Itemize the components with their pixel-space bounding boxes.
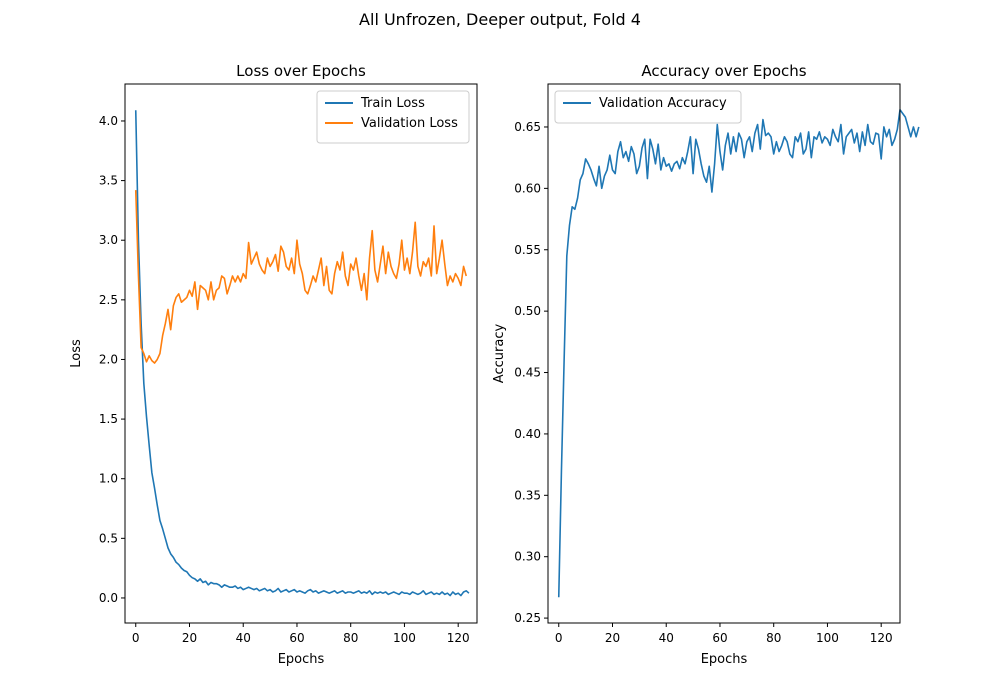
chart2-axes-frame [547, 83, 901, 624]
chart1-xtick-label: 120 [447, 631, 470, 645]
chart2-ylabel: Accuracy [492, 324, 507, 384]
chart1-legend-label-2: Validation Loss [361, 116, 458, 131]
chart1-ylabel: Loss [69, 339, 84, 368]
chart1-ytick-label: 4.0 [99, 114, 118, 128]
chart2-ytick-label: 0.35 [514, 488, 541, 502]
chart1-xlabel: Epochs [278, 652, 325, 667]
chart1-xtick-label: 80 [343, 631, 358, 645]
chart1-xtick-label: 0 [132, 631, 140, 645]
chart2-xtick-label: 80 [766, 631, 781, 645]
chart1-ytick-label: 3.5 [99, 174, 118, 188]
chart2-series-line-1 [557, 108, 920, 598]
chart2-title: Accuracy over Epochs [641, 62, 806, 80]
chart2-xtick-label: 60 [712, 631, 727, 645]
chart1-axes-frame [124, 83, 478, 624]
chart1-legend-box [316, 90, 470, 144]
chart1-ytick-label: 3.0 [99, 233, 118, 247]
chart2-xlabel: Epochs [701, 652, 748, 667]
chart2-ytick-label: 0.40 [514, 427, 541, 441]
chart2-legend-label-1: Validation Accuracy [599, 96, 727, 111]
chart1-ytick-label: 2.0 [99, 352, 118, 366]
chart1-ytick-label: 0.0 [99, 591, 118, 605]
chart1-xtick-label: 20 [182, 631, 197, 645]
chart2-xtick-label: 100 [816, 631, 839, 645]
chart2-xtick-label: 120 [870, 631, 893, 645]
chart1-series-line-1 [134, 110, 470, 597]
chart2-ytick-label: 0.50 [514, 304, 541, 318]
chart2-ytick-label: 0.25 [514, 611, 541, 625]
chart2-legend-box [554, 90, 742, 124]
chart2-ytick-label: 0.65 [514, 120, 541, 134]
chart1-ytick-label: 0.5 [99, 531, 118, 545]
chart1-xtick-label: 60 [289, 631, 304, 645]
chart1-ytick-label: 1.0 [99, 472, 118, 486]
chart2-ytick-label: 0.55 [514, 243, 541, 257]
chart2-ytick-label: 0.60 [514, 181, 541, 195]
chart1-title: Loss over Epochs [236, 62, 366, 80]
chart1-legend-label-1: Train Loss [360, 96, 425, 111]
chart2-ytick-label: 0.45 [514, 366, 541, 380]
chart1-xtick-label: 100 [393, 631, 416, 645]
chart2-xtick-label: 40 [659, 631, 674, 645]
chart2-ytick-label: 0.30 [514, 550, 541, 564]
chart1-xtick-label: 40 [236, 631, 251, 645]
chart1-series-line-2 [134, 190, 468, 364]
chart2-xtick-label: 0 [555, 631, 563, 645]
figure-suptitle: All Unfrozen, Deeper output, Fold 4 [359, 10, 641, 29]
chart1-ytick-label: 1.5 [99, 412, 118, 426]
chart1-ytick-label: 2.5 [99, 293, 118, 307]
chart2-xtick-label: 20 [605, 631, 620, 645]
